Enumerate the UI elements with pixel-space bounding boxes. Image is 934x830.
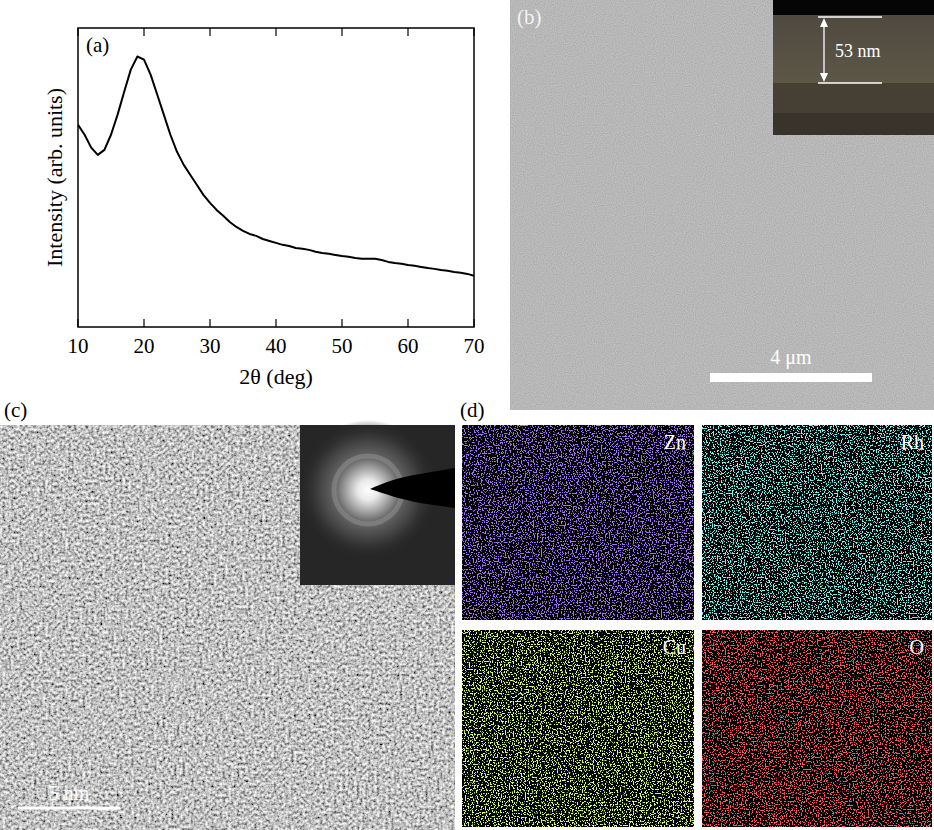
panel-label: (a): [86, 33, 109, 57]
x-axis-title: 2θ (deg): [239, 364, 312, 389]
x-tick: [275, 319, 276, 327]
map-label: O: [910, 636, 924, 658]
x-tick: [77, 319, 78, 327]
inset-bg: [773, 0, 934, 135]
inset-film: [773, 15, 934, 83]
scale-bar-label: 4 μm: [770, 346, 812, 369]
plot-frame: [78, 28, 474, 327]
x-tick-top: [143, 28, 144, 36]
inset-line: [818, 16, 882, 17]
y-axis-title: Intensity (arb. units): [42, 88, 67, 267]
map-dots: [462, 630, 694, 827]
panel-label: (d): [460, 398, 485, 422]
map-bg: [702, 630, 932, 827]
sem-image: [510, 0, 934, 410]
x-tick-top: [77, 28, 78, 36]
x-tick: [407, 319, 408, 327]
x-tick-top: [275, 28, 276, 36]
x-tick-label: 70: [464, 334, 485, 358]
x-tick-label: 40: [266, 334, 287, 358]
panel-d: (d) Zn Rh Cu O: [460, 398, 932, 827]
x-tick-top: [407, 28, 408, 36]
inset-line: [818, 82, 882, 83]
tem-image: [0, 425, 455, 830]
x-tick-label: 10: [68, 334, 89, 358]
map-dots: [702, 630, 932, 827]
map-label: Cu: [663, 636, 686, 658]
x-tick-label: 50: [332, 334, 353, 358]
panel-label: (b): [517, 5, 542, 29]
figure: 10 20 30 40 50 60 70 2θ (deg) Intensity (arb. un…: [0, 0, 934, 830]
inset-label: 53 nm: [835, 41, 881, 61]
map-bg: [462, 425, 694, 620]
arrow-head: [820, 18, 828, 27]
x-tick-label: 60: [398, 334, 419, 358]
scale-bar: [710, 373, 872, 382]
arrow-head: [820, 73, 828, 82]
x-tick-top: [473, 28, 474, 36]
inset-arrow: [823, 21, 824, 79]
panel-label: (c): [4, 398, 27, 422]
inset-top: [773, 0, 934, 15]
x-tick: [341, 319, 342, 327]
panel-b: (b) 53 nm 4 μm: [510, 0, 934, 410]
series-group: [78, 57, 474, 276]
map-bg: [702, 425, 932, 620]
panel-c: (c) 5 nm: [0, 398, 455, 830]
map-label: Rh: [901, 431, 924, 453]
scale-bar: [18, 807, 120, 810]
beam-stop: [370, 468, 455, 508]
xrd-curve: [78, 57, 474, 276]
x-tick-top: [341, 28, 342, 36]
x-tick-top: [209, 28, 210, 36]
inset-layer: [773, 83, 934, 113]
x-tick: [143, 319, 144, 327]
x-tick-label: 30: [200, 334, 221, 358]
x-tick-label: 20: [134, 334, 155, 358]
map-dots: [702, 425, 932, 620]
map-dots: [462, 425, 694, 620]
panel-a: 10 20 30 40 50 60 70 2θ (deg) Intensity (arb. un…: [42, 28, 485, 389]
scale-bar-label: 5 nm: [49, 782, 90, 804]
x-tick: [209, 319, 210, 327]
map-label: Zn: [664, 431, 686, 453]
map-bg: [462, 630, 694, 827]
x-tick: [473, 319, 474, 327]
